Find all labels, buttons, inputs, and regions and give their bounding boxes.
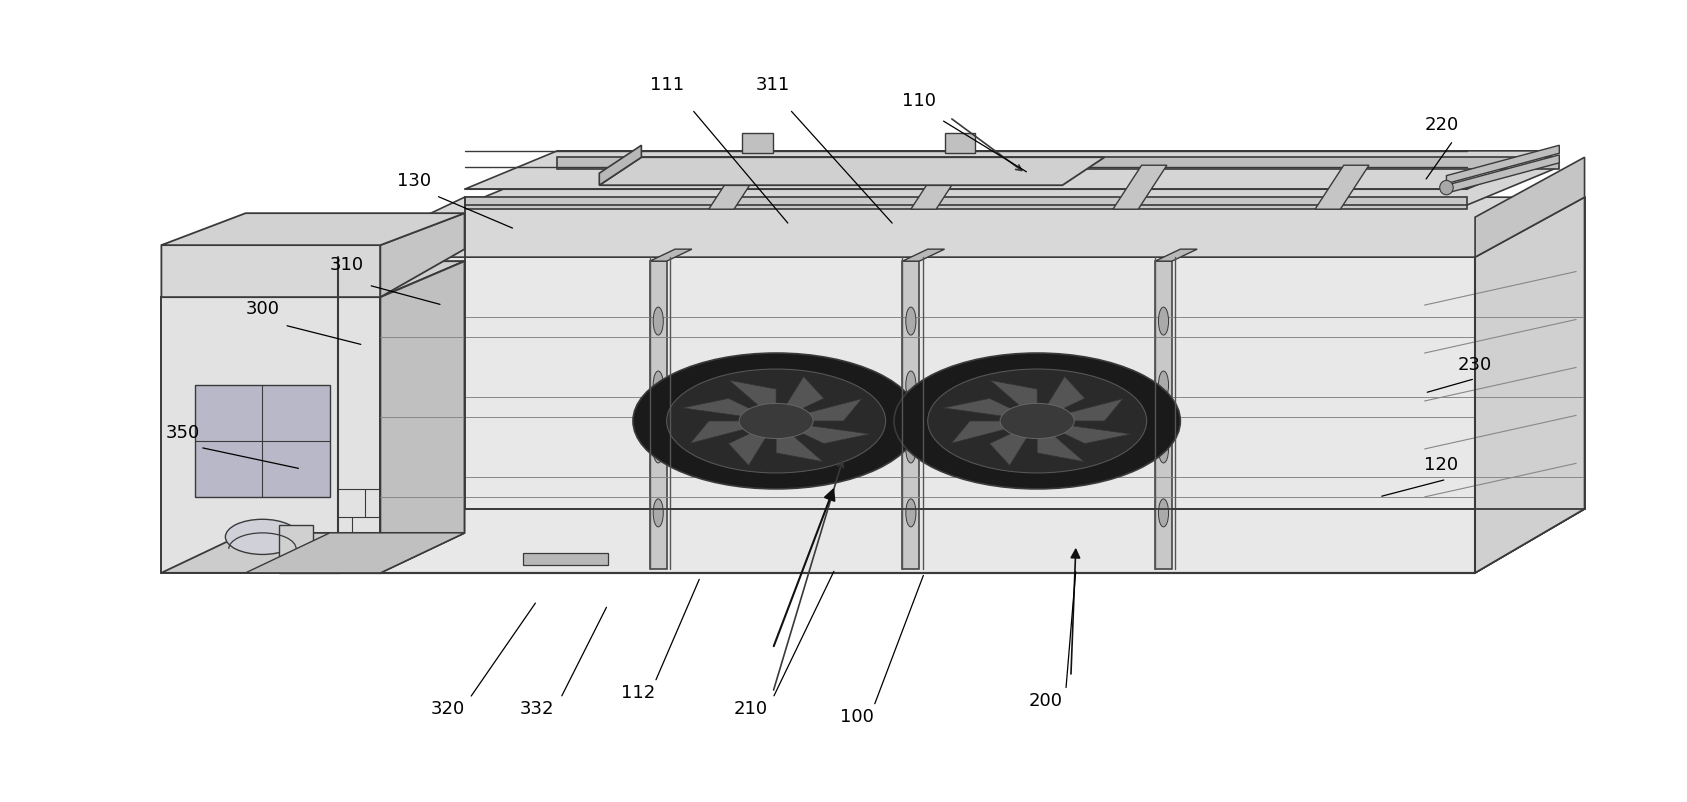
- Polygon shape: [162, 261, 464, 297]
- Polygon shape: [729, 380, 776, 421]
- Polygon shape: [742, 133, 773, 153]
- Ellipse shape: [1159, 307, 1169, 335]
- Ellipse shape: [1159, 371, 1169, 399]
- Polygon shape: [1038, 421, 1130, 444]
- Ellipse shape: [1159, 435, 1169, 463]
- Polygon shape: [1038, 399, 1124, 421]
- Text: 230: 230: [1458, 356, 1493, 374]
- Polygon shape: [1038, 376, 1085, 421]
- Polygon shape: [523, 553, 607, 565]
- Polygon shape: [464, 151, 1559, 189]
- Text: 110: 110: [903, 92, 936, 111]
- Polygon shape: [709, 165, 763, 209]
- Ellipse shape: [653, 307, 663, 335]
- Circle shape: [928, 369, 1147, 473]
- Polygon shape: [990, 421, 1038, 465]
- Polygon shape: [162, 217, 380, 297]
- Ellipse shape: [1439, 180, 1453, 195]
- Ellipse shape: [906, 307, 916, 335]
- Polygon shape: [599, 157, 1105, 185]
- Polygon shape: [649, 261, 666, 569]
- Text: 111: 111: [649, 76, 683, 95]
- Polygon shape: [1474, 197, 1584, 573]
- Ellipse shape: [906, 435, 916, 463]
- Polygon shape: [1038, 421, 1085, 462]
- Polygon shape: [1316, 165, 1368, 209]
- Polygon shape: [280, 525, 337, 573]
- Polygon shape: [903, 249, 945, 261]
- Polygon shape: [911, 165, 965, 209]
- Polygon shape: [246, 533, 464, 573]
- Polygon shape: [162, 533, 464, 573]
- Text: 210: 210: [734, 699, 768, 718]
- Polygon shape: [776, 399, 862, 421]
- Polygon shape: [649, 249, 692, 261]
- Polygon shape: [1113, 165, 1167, 209]
- Polygon shape: [943, 399, 1038, 421]
- Ellipse shape: [653, 499, 663, 527]
- Circle shape: [894, 353, 1181, 489]
- Text: 112: 112: [621, 684, 655, 702]
- Polygon shape: [464, 167, 1559, 205]
- Polygon shape: [337, 509, 1584, 573]
- Polygon shape: [1474, 197, 1584, 573]
- Polygon shape: [162, 213, 464, 245]
- Text: 130: 130: [396, 172, 432, 190]
- Ellipse shape: [653, 371, 663, 399]
- Text: 300: 300: [245, 300, 280, 318]
- Text: 320: 320: [430, 699, 466, 718]
- Text: 350: 350: [165, 424, 201, 442]
- Polygon shape: [337, 257, 1474, 573]
- Circle shape: [1000, 403, 1075, 439]
- Polygon shape: [903, 261, 919, 569]
- Circle shape: [633, 353, 919, 489]
- Text: 220: 220: [1424, 116, 1459, 134]
- Ellipse shape: [906, 499, 916, 527]
- Circle shape: [226, 519, 300, 554]
- Polygon shape: [1156, 249, 1198, 261]
- Polygon shape: [1156, 261, 1172, 569]
- Polygon shape: [1474, 157, 1584, 257]
- Ellipse shape: [1159, 499, 1169, 527]
- Polygon shape: [776, 376, 823, 421]
- Polygon shape: [729, 421, 776, 465]
- Polygon shape: [196, 385, 331, 497]
- Circle shape: [666, 369, 886, 473]
- Polygon shape: [683, 399, 776, 421]
- Polygon shape: [380, 261, 464, 573]
- Text: 120: 120: [1424, 456, 1459, 474]
- Polygon shape: [464, 197, 1466, 209]
- Text: 311: 311: [756, 76, 790, 95]
- Ellipse shape: [653, 435, 663, 463]
- Polygon shape: [599, 145, 641, 185]
- Ellipse shape: [906, 371, 916, 399]
- Polygon shape: [557, 157, 1559, 169]
- Polygon shape: [951, 421, 1038, 444]
- Text: 310: 310: [329, 256, 364, 274]
- Text: 200: 200: [1029, 691, 1063, 710]
- Polygon shape: [380, 213, 464, 297]
- Polygon shape: [690, 421, 776, 444]
- Text: 100: 100: [840, 707, 874, 726]
- Polygon shape: [990, 380, 1038, 421]
- Polygon shape: [776, 421, 870, 444]
- Text: 332: 332: [520, 699, 555, 718]
- Polygon shape: [1446, 155, 1559, 193]
- Circle shape: [739, 403, 813, 439]
- Polygon shape: [1446, 145, 1559, 184]
- Polygon shape: [945, 133, 975, 153]
- Polygon shape: [776, 421, 823, 462]
- Polygon shape: [162, 297, 380, 573]
- Polygon shape: [337, 197, 1584, 257]
